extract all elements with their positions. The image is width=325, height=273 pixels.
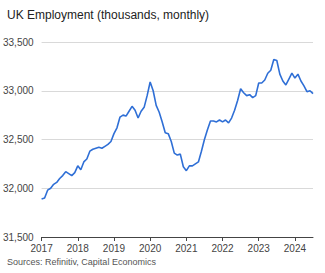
svg-text:2018: 2018 bbox=[67, 243, 90, 254]
svg-text:33,000: 33,000 bbox=[3, 85, 34, 96]
svg-text:2024: 2024 bbox=[284, 243, 307, 254]
svg-text:2022: 2022 bbox=[211, 243, 234, 254]
svg-text:33,500: 33,500 bbox=[3, 37, 34, 48]
svg-text:2020: 2020 bbox=[139, 243, 162, 254]
svg-text:Sources: Refinitiv, Capital Ec: Sources: Refinitiv, Capital Economics bbox=[7, 257, 156, 267]
svg-text:UK Employment (thousands, mont: UK Employment (thousands, monthly) bbox=[7, 8, 209, 22]
svg-text:2019: 2019 bbox=[103, 243, 126, 254]
svg-text:31,500: 31,500 bbox=[3, 232, 34, 243]
svg-text:32,000: 32,000 bbox=[3, 183, 34, 194]
svg-text:32,500: 32,500 bbox=[3, 134, 34, 145]
svg-text:2023: 2023 bbox=[248, 243, 271, 254]
svg-text:2021: 2021 bbox=[175, 243, 198, 254]
svg-text:2017: 2017 bbox=[30, 243, 53, 254]
